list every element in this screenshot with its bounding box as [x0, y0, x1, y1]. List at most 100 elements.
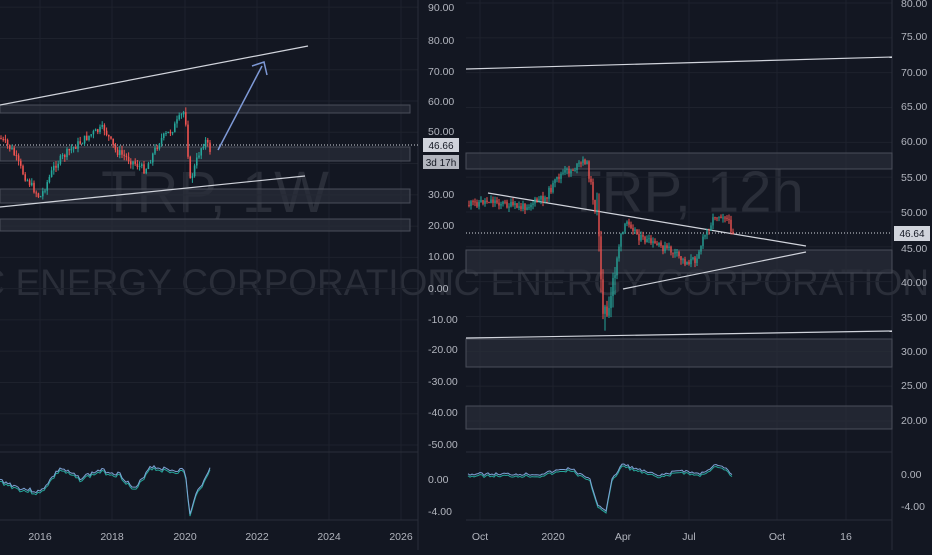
- right-candle: [610, 286, 612, 318]
- left-candle-body: [44, 190, 46, 192]
- right-osc-line: [467, 463, 733, 512]
- left-price-axis[interactable]: 90.00 80.00 70.00 60.00 50.00 30.00 20.00 10.00…: [428, 2, 458, 518]
- right-candle-body: [646, 239, 648, 243]
- left-candle: [112, 138, 114, 148]
- right-candle-body: [608, 308, 610, 316]
- right-candle-body: [492, 199, 494, 204]
- right-candle: [604, 304, 606, 331]
- left-candle: [187, 120, 189, 159]
- left-y-tick-label: -40.00: [428, 407, 458, 419]
- right-candle: [592, 178, 594, 205]
- right-candle-body: [494, 200, 496, 204]
- left-candle-body: [110, 136, 112, 139]
- right-candle-body: [486, 200, 488, 202]
- right-y-tick-label: 25.00: [901, 380, 927, 392]
- right-price-axis[interactable]: 80.00 75.00 70.00 65.00 60.00 55.00 50.00 45.00…: [901, 0, 927, 513]
- left-candle: [154, 144, 156, 156]
- right-chart-pane[interactable]: [465, 0, 893, 550]
- right-candle: [478, 199, 480, 210]
- left-candle: [28, 178, 31, 187]
- left-candle: [169, 129, 172, 137]
- left-candle: [0, 135, 2, 140]
- left-sr-zone: [0, 146, 411, 162]
- left-candle-body: [180, 114, 183, 116]
- left-candle: [24, 172, 26, 182]
- right-candle-body: [510, 201, 512, 207]
- right-candle: [502, 200, 504, 207]
- right-candle-body: [470, 201, 472, 206]
- left-osc-tick-label: 0.00: [428, 474, 449, 486]
- right-candle: [576, 163, 578, 174]
- left-candle: [114, 142, 117, 153]
- right-candle: [572, 168, 574, 172]
- right-time-axis[interactable]: Oct 2020 Apr Jul Oct 16: [472, 531, 852, 543]
- right-lower-channel-line[interactable]: [465, 330, 893, 339]
- right-candle-body: [692, 257, 694, 259]
- right-candle-body: [558, 176, 560, 179]
- left-candle-body: [97, 129, 99, 133]
- right-candle-body: [700, 245, 702, 252]
- left-time-axis[interactable]: 2016 2018 2020 2022 2024 2026: [28, 531, 413, 543]
- left-candle: [138, 161, 141, 171]
- right-candle: [548, 186, 550, 202]
- right-candle-body: [472, 201, 474, 203]
- right-candle-body: [650, 238, 652, 244]
- right-candle: [722, 213, 724, 223]
- left-candle-body: [13, 147, 15, 156]
- left-candle-body: [50, 170, 53, 177]
- right-candle-body: [508, 206, 510, 208]
- right-x-tick-label: Apr: [615, 531, 632, 543]
- left-candle: [64, 153, 66, 162]
- left-x-tick-label: 2020: [173, 531, 197, 543]
- right-candle: [500, 201, 502, 210]
- right-candle-body: [662, 245, 664, 252]
- left-x-tick-label: 2024: [317, 531, 341, 543]
- left-x-tick-label: 2022: [245, 531, 269, 543]
- right-candle-body: [548, 187, 550, 199]
- left-candle: [6, 138, 9, 149]
- right-candle: [482, 199, 484, 206]
- left-candle-body: [152, 153, 154, 163]
- right-candle-body: [512, 201, 514, 205]
- left-projection-arrow[interactable]: [217, 65, 263, 151]
- right-candle: [678, 250, 680, 259]
- left-candle: [77, 137, 79, 153]
- left-candle-body: [68, 149, 70, 151]
- right-candle-body: [730, 219, 732, 232]
- left-upper-trendline[interactable]: [0, 45, 309, 106]
- left-candle-body: [171, 132, 174, 134]
- left-candle-body: [204, 139, 207, 147]
- right-upper-channel-line[interactable]: [465, 56, 893, 70]
- right-triangle-lower-line[interactable]: [622, 251, 807, 290]
- left-candle: [119, 145, 121, 159]
- left-candle-body: [176, 119, 178, 124]
- right-candle-body: [714, 217, 716, 219]
- left-y-tick-label: 50.00: [428, 126, 454, 138]
- left-chart-pane[interactable]: [0, 0, 419, 550]
- left-candle-body: [83, 135, 86, 144]
- left-candle-body: [165, 133, 167, 135]
- left-candle-body: [70, 148, 73, 151]
- left-candle: [103, 123, 106, 136]
- right-candle-body: [680, 256, 682, 261]
- right-candle: [622, 231, 624, 235]
- left-candle: [53, 161, 55, 175]
- left-candle: [136, 159, 139, 170]
- right-candle-body: [686, 261, 688, 265]
- right-candle: [638, 229, 640, 246]
- right-candle: [620, 232, 622, 252]
- right-candle: [486, 197, 488, 204]
- left-candle: [48, 174, 51, 184]
- right-candle-body: [550, 187, 552, 193]
- right-candle: [646, 235, 648, 243]
- right-candle-body: [484, 200, 486, 204]
- right-candle-body: [514, 203, 516, 205]
- right-candle: [652, 237, 654, 248]
- left-lower-trendline[interactable]: [0, 175, 306, 208]
- left-countdown-tag-bg: [423, 155, 459, 169]
- right-candle: [574, 167, 576, 172]
- left-candle: [132, 161, 134, 170]
- left-candle: [68, 148, 70, 156]
